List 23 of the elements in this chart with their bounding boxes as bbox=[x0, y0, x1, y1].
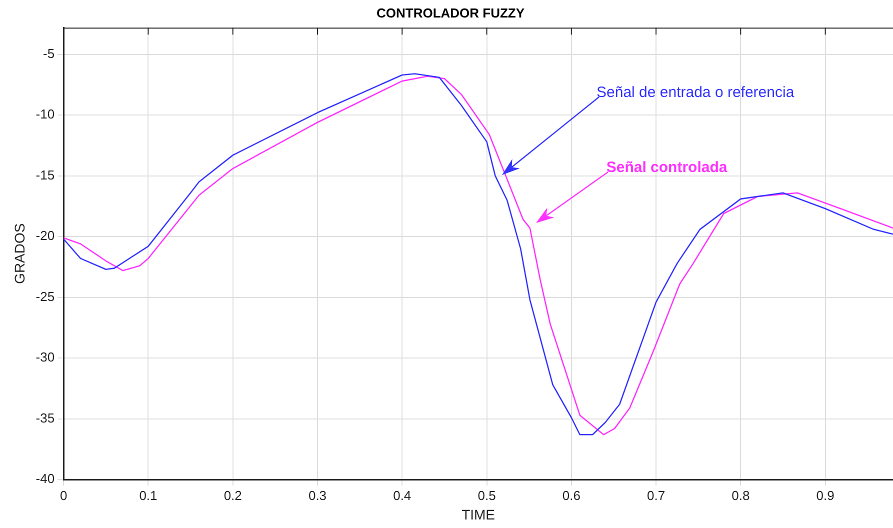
y-tick-label: -25 bbox=[36, 288, 55, 304]
y-axis-title: GRADOS bbox=[11, 223, 28, 284]
x-tick-label: 0.7 bbox=[646, 488, 666, 503]
y-tick-label: -20 bbox=[36, 228, 55, 244]
x-tick-label: 0.4 bbox=[393, 488, 412, 503]
annotation: Señal controlada bbox=[606, 158, 728, 176]
x-tick-label: 0 bbox=[60, 488, 68, 503]
y-tick-label: -30 bbox=[36, 350, 55, 365]
x-axis-title: TIME bbox=[462, 506, 496, 522]
x-tick-label: 0.5 bbox=[478, 488, 496, 503]
x-tick-label: 0.3 bbox=[308, 488, 327, 503]
y-tick-label: -15 bbox=[36, 167, 55, 182]
annotation: Señal de entrada o referencia bbox=[596, 84, 795, 102]
y-tick-label: -5 bbox=[43, 46, 55, 61]
x-tick-label: 0.2 bbox=[224, 488, 242, 503]
x-tick-label: 0.8 bbox=[732, 488, 750, 503]
x-tick-label: 0.6 bbox=[562, 488, 580, 503]
x-tick-label: 0.1 bbox=[139, 488, 158, 503]
y-tick-label: -40 bbox=[36, 471, 55, 486]
x-tick-label: 0.9 bbox=[816, 488, 834, 503]
y-tick-label: -35 bbox=[36, 410, 55, 426]
y-tick-label: -10 bbox=[36, 106, 55, 122]
chart-title: CONTROLADOR FUZZY bbox=[376, 5, 525, 20]
